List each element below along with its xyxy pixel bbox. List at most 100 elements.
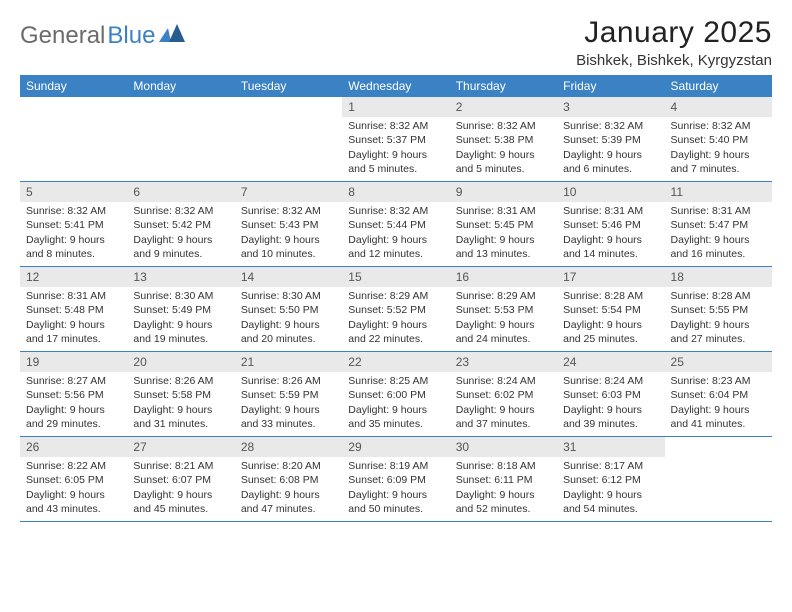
sunrise-text: Sunrise: 8:31 AM <box>563 204 658 218</box>
day-content: Sunrise: 8:31 AMSunset: 5:48 PMDaylight:… <box>20 289 127 350</box>
daylight-text: Daylight: 9 hours and 43 minutes. <box>26 488 121 516</box>
day-number: 31 <box>557 437 664 457</box>
daylight-text: Daylight: 9 hours and 50 minutes. <box>348 488 443 516</box>
day-number: 21 <box>235 352 342 372</box>
sunrise-text: Sunrise: 8:32 AM <box>563 119 658 133</box>
sunrise-text: Sunrise: 8:18 AM <box>456 459 551 473</box>
day-cell: 11Sunrise: 8:31 AMSunset: 5:47 PMDayligh… <box>665 182 772 266</box>
day-content: Sunrise: 8:31 AMSunset: 5:46 PMDaylight:… <box>557 204 664 265</box>
daylight-text: Daylight: 9 hours and 16 minutes. <box>671 233 766 261</box>
day-content: Sunrise: 8:32 AMSunset: 5:43 PMDaylight:… <box>235 204 342 265</box>
day-cell: 15Sunrise: 8:29 AMSunset: 5:52 PMDayligh… <box>342 267 449 351</box>
day-number: 28 <box>235 437 342 457</box>
day-content: Sunrise: 8:32 AMSunset: 5:38 PMDaylight:… <box>450 119 557 180</box>
day-content: Sunrise: 8:29 AMSunset: 5:52 PMDaylight:… <box>342 289 449 350</box>
day-number <box>665 437 772 457</box>
sunrise-text: Sunrise: 8:32 AM <box>26 204 121 218</box>
day-content: Sunrise: 8:32 AMSunset: 5:39 PMDaylight:… <box>557 119 664 180</box>
location-text: Bishkek, Bishkek, Kyrgyzstan <box>576 52 772 69</box>
sunset-text: Sunset: 5:42 PM <box>133 218 228 232</box>
day-cell: 21Sunrise: 8:26 AMSunset: 5:59 PMDayligh… <box>235 352 342 436</box>
daylight-text: Daylight: 9 hours and 5 minutes. <box>348 148 443 176</box>
sunrise-text: Sunrise: 8:20 AM <box>241 459 336 473</box>
day-cell <box>127 97 234 181</box>
day-number: 3 <box>557 97 664 117</box>
day-number: 12 <box>20 267 127 287</box>
sunset-text: Sunset: 6:03 PM <box>563 388 658 402</box>
day-cell: 12Sunrise: 8:31 AMSunset: 5:48 PMDayligh… <box>20 267 127 351</box>
day-content: Sunrise: 8:30 AMSunset: 5:50 PMDaylight:… <box>235 289 342 350</box>
day-content: Sunrise: 8:24 AMSunset: 6:02 PMDaylight:… <box>450 374 557 435</box>
sunrise-text: Sunrise: 8:26 AM <box>133 374 228 388</box>
logo: GeneralBlue <box>20 22 185 50</box>
sunrise-text: Sunrise: 8:32 AM <box>348 204 443 218</box>
day-cell: 17Sunrise: 8:28 AMSunset: 5:54 PMDayligh… <box>557 267 664 351</box>
day-content: Sunrise: 8:26 AMSunset: 5:58 PMDaylight:… <box>127 374 234 435</box>
weekday-thursday: Thursday <box>450 75 557 97</box>
day-content: Sunrise: 8:24 AMSunset: 6:03 PMDaylight:… <box>557 374 664 435</box>
sunset-text: Sunset: 6:04 PM <box>671 388 766 402</box>
sunset-text: Sunset: 5:46 PM <box>563 218 658 232</box>
sunrise-text: Sunrise: 8:30 AM <box>241 289 336 303</box>
day-cell: 18Sunrise: 8:28 AMSunset: 5:55 PMDayligh… <box>665 267 772 351</box>
day-content: Sunrise: 8:31 AMSunset: 5:47 PMDaylight:… <box>665 204 772 265</box>
daylight-text: Daylight: 9 hours and 17 minutes. <box>26 318 121 346</box>
sunset-text: Sunset: 6:11 PM <box>456 473 551 487</box>
sunrise-text: Sunrise: 8:26 AM <box>241 374 336 388</box>
sunrise-text: Sunrise: 8:19 AM <box>348 459 443 473</box>
day-cell <box>665 437 772 521</box>
sunrise-text: Sunrise: 8:17 AM <box>563 459 658 473</box>
daylight-text: Daylight: 9 hours and 45 minutes. <box>133 488 228 516</box>
day-cell: 6Sunrise: 8:32 AMSunset: 5:42 PMDaylight… <box>127 182 234 266</box>
sunset-text: Sunset: 5:55 PM <box>671 303 766 317</box>
sunrise-text: Sunrise: 8:31 AM <box>671 204 766 218</box>
day-cell: 24Sunrise: 8:24 AMSunset: 6:03 PMDayligh… <box>557 352 664 436</box>
daylight-text: Daylight: 9 hours and 27 minutes. <box>671 318 766 346</box>
sunset-text: Sunset: 5:50 PM <box>241 303 336 317</box>
sunrise-text: Sunrise: 8:30 AM <box>133 289 228 303</box>
weekday-sunday: Sunday <box>20 75 127 97</box>
day-number: 25 <box>665 352 772 372</box>
weekday-saturday: Saturday <box>665 75 772 97</box>
day-number: 15 <box>342 267 449 287</box>
day-cell: 28Sunrise: 8:20 AMSunset: 6:08 PMDayligh… <box>235 437 342 521</box>
day-content: Sunrise: 8:29 AMSunset: 5:53 PMDaylight:… <box>450 289 557 350</box>
daylight-text: Daylight: 9 hours and 13 minutes. <box>456 233 551 261</box>
day-number: 5 <box>20 182 127 202</box>
day-content: Sunrise: 8:22 AMSunset: 6:05 PMDaylight:… <box>20 459 127 520</box>
day-number: 9 <box>450 182 557 202</box>
daylight-text: Daylight: 9 hours and 6 minutes. <box>563 148 658 176</box>
day-content: Sunrise: 8:28 AMSunset: 5:55 PMDaylight:… <box>665 289 772 350</box>
daylight-text: Daylight: 9 hours and 12 minutes. <box>348 233 443 261</box>
day-content: Sunrise: 8:26 AMSunset: 5:59 PMDaylight:… <box>235 374 342 435</box>
weekday-header-row: Sunday Monday Tuesday Wednesday Thursday… <box>20 75 772 97</box>
day-cell: 27Sunrise: 8:21 AMSunset: 6:07 PMDayligh… <box>127 437 234 521</box>
week-row: 19Sunrise: 8:27 AMSunset: 5:56 PMDayligh… <box>20 352 772 437</box>
sunset-text: Sunset: 5:45 PM <box>456 218 551 232</box>
sunrise-text: Sunrise: 8:32 AM <box>671 119 766 133</box>
day-cell: 8Sunrise: 8:32 AMSunset: 5:44 PMDaylight… <box>342 182 449 266</box>
week-row: 26Sunrise: 8:22 AMSunset: 6:05 PMDayligh… <box>20 437 772 522</box>
day-content: Sunrise: 8:32 AMSunset: 5:42 PMDaylight:… <box>127 204 234 265</box>
sunset-text: Sunset: 6:07 PM <box>133 473 228 487</box>
day-number: 4 <box>665 97 772 117</box>
weekday-monday: Monday <box>127 75 234 97</box>
sunset-text: Sunset: 5:52 PM <box>348 303 443 317</box>
day-cell: 7Sunrise: 8:32 AMSunset: 5:43 PMDaylight… <box>235 182 342 266</box>
sunset-text: Sunset: 6:09 PM <box>348 473 443 487</box>
sunset-text: Sunset: 5:41 PM <box>26 218 121 232</box>
sunset-text: Sunset: 5:48 PM <box>26 303 121 317</box>
logo-text-blue: Blue <box>107 22 155 50</box>
day-content: Sunrise: 8:32 AMSunset: 5:37 PMDaylight:… <box>342 119 449 180</box>
title-block: January 2025 Bishkek, Bishkek, Kyrgyzsta… <box>576 16 772 69</box>
daylight-text: Daylight: 9 hours and 22 minutes. <box>348 318 443 346</box>
day-cell: 19Sunrise: 8:27 AMSunset: 5:56 PMDayligh… <box>20 352 127 436</box>
day-content: Sunrise: 8:21 AMSunset: 6:07 PMDaylight:… <box>127 459 234 520</box>
daylight-text: Daylight: 9 hours and 7 minutes. <box>671 148 766 176</box>
sunset-text: Sunset: 6:08 PM <box>241 473 336 487</box>
day-content: Sunrise: 8:32 AMSunset: 5:44 PMDaylight:… <box>342 204 449 265</box>
calendar-grid: Sunday Monday Tuesday Wednesday Thursday… <box>20 75 772 522</box>
day-number <box>20 97 127 117</box>
weekday-friday: Friday <box>557 75 664 97</box>
sunset-text: Sunset: 6:02 PM <box>456 388 551 402</box>
